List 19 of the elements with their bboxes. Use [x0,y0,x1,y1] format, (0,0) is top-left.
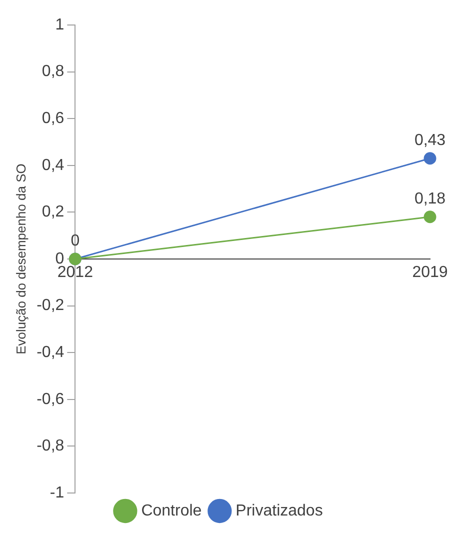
point [424,210,436,224]
data-label: 0,43 [414,132,446,149]
legend-label: Controle [141,502,202,520]
y-tick-label: 0,8 [42,63,64,80]
y-tick-label: 1 [55,16,64,34]
data-label: 0 [70,232,80,250]
y-tick-label: -0,6 [36,390,64,408]
y-tick-label: -0,2 [36,297,64,314]
y-tick-label: -1 [50,484,64,502]
y-tick-label: -0,4 [36,344,64,362]
x-tick-label: 2019 [412,264,448,282]
y-tick-label: -0,8 [36,438,64,455]
y-tick-label: 0,6 [42,110,64,128]
y-tick-label: 0,2 [42,204,64,221]
y-tick-label: 0,4 [42,156,64,174]
y-axis-title: Evolução do desempenho da SO [13,164,28,354]
data-label: 0,18 [414,190,446,208]
legend-label: Privatizados [236,502,323,520]
point [424,152,436,165]
